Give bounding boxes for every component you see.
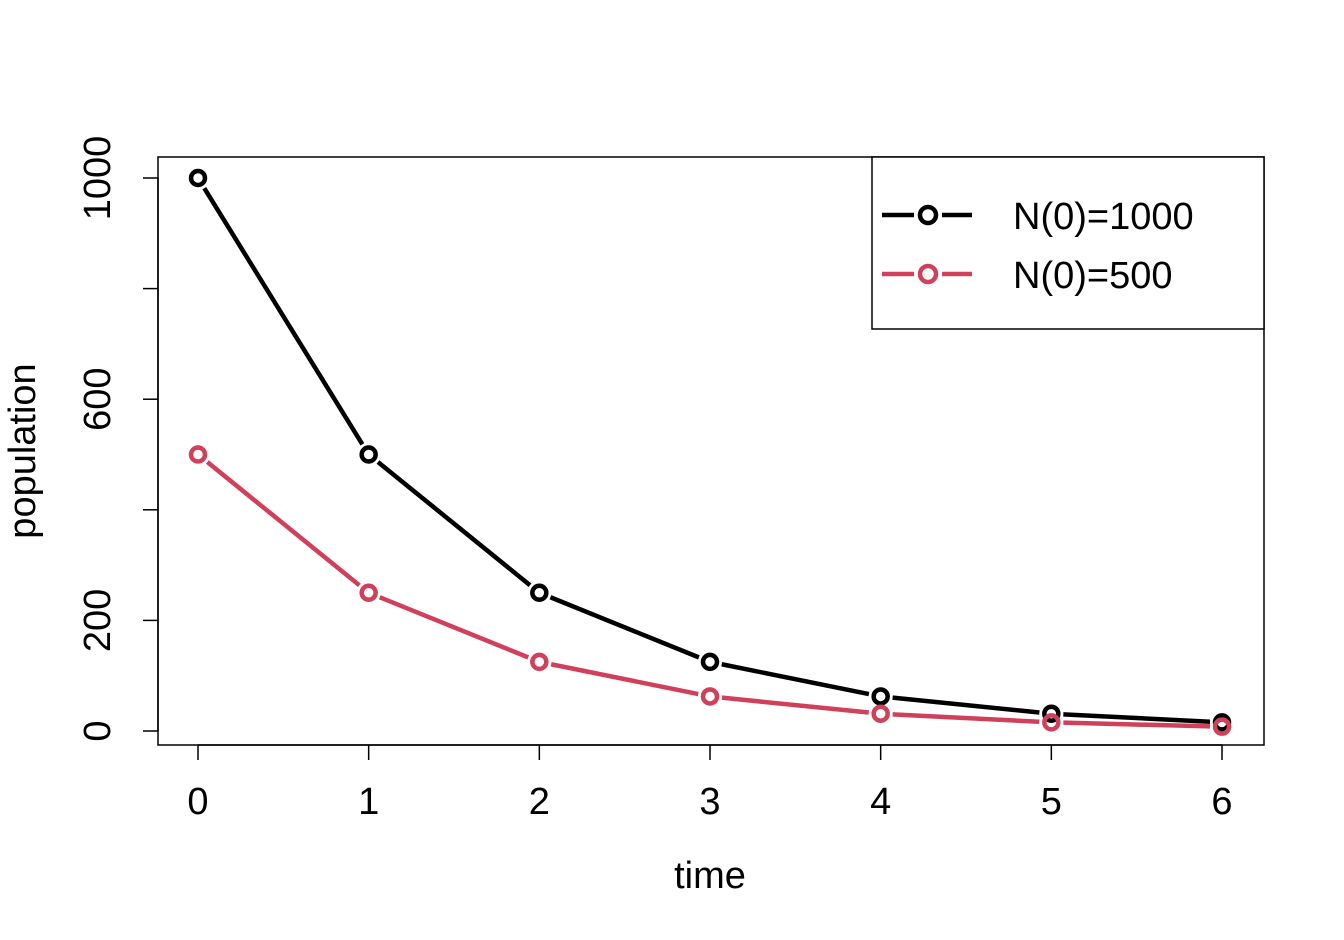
legend-box: [871, 156, 1265, 330]
series-2-point: [359, 583, 378, 602]
series-2-segment: [1063, 720, 1211, 729]
series-1-point: [359, 445, 378, 464]
x-axis-label: time: [674, 855, 746, 897]
legend: N(0)=1000 N(0)=500: [871, 156, 1265, 330]
series-1-point: [188, 168, 208, 188]
y-axis: 0 200 600 1000: [77, 136, 159, 742]
y-axis-label: population: [2, 363, 44, 538]
x-tick-label: 3: [699, 781, 720, 823]
y-tick-label: 0: [77, 720, 119, 741]
series-2-segment: [378, 595, 530, 660]
series-1-point: [871, 687, 890, 706]
legend-marker: [917, 204, 939, 226]
series-1-point: [1042, 704, 1061, 723]
series-2-segment: [892, 712, 1040, 724]
y-tick-label: 600: [77, 367, 119, 430]
series-1-segment: [549, 595, 700, 660]
series-2-segment: [205, 460, 361, 587]
x-tick-label: 5: [1041, 781, 1062, 823]
series-2-point: [700, 687, 720, 706]
x-tick-label: 2: [529, 781, 550, 823]
series-1-point: [700, 652, 720, 672]
series-1-segment: [721, 662, 870, 697]
series-1-segment: [1063, 712, 1211, 724]
series-1-segment: [376, 460, 532, 587]
series-1-segment: [202, 187, 365, 446]
series-1-segment: [892, 695, 1040, 715]
series-2-point: [530, 652, 549, 672]
legend-marker: [917, 263, 939, 285]
y-tick-label: 1000: [77, 136, 119, 221]
x-tick-label: 4: [870, 781, 891, 823]
series-2-segment: [721, 695, 869, 715]
series-2-point: [1042, 713, 1061, 732]
x-tick-label: 0: [187, 781, 208, 823]
series-2-point: [1212, 717, 1232, 736]
y-tick-label: 200: [77, 589, 119, 652]
legend-label: N(0)=1000: [1013, 196, 1194, 238]
x-axis: 0 1 2 3 4 5 6: [187, 744, 1233, 823]
series-layer: [188, 168, 1232, 736]
series-1-point: [530, 583, 549, 602]
series-2-segment: [550, 662, 699, 697]
x-tick-label: 1: [358, 781, 379, 823]
x-tick-label: 6: [1211, 781, 1232, 823]
legend-label: N(0)=500: [1013, 255, 1172, 297]
series-2-point: [188, 445, 208, 464]
series-2-point: [871, 704, 890, 723]
